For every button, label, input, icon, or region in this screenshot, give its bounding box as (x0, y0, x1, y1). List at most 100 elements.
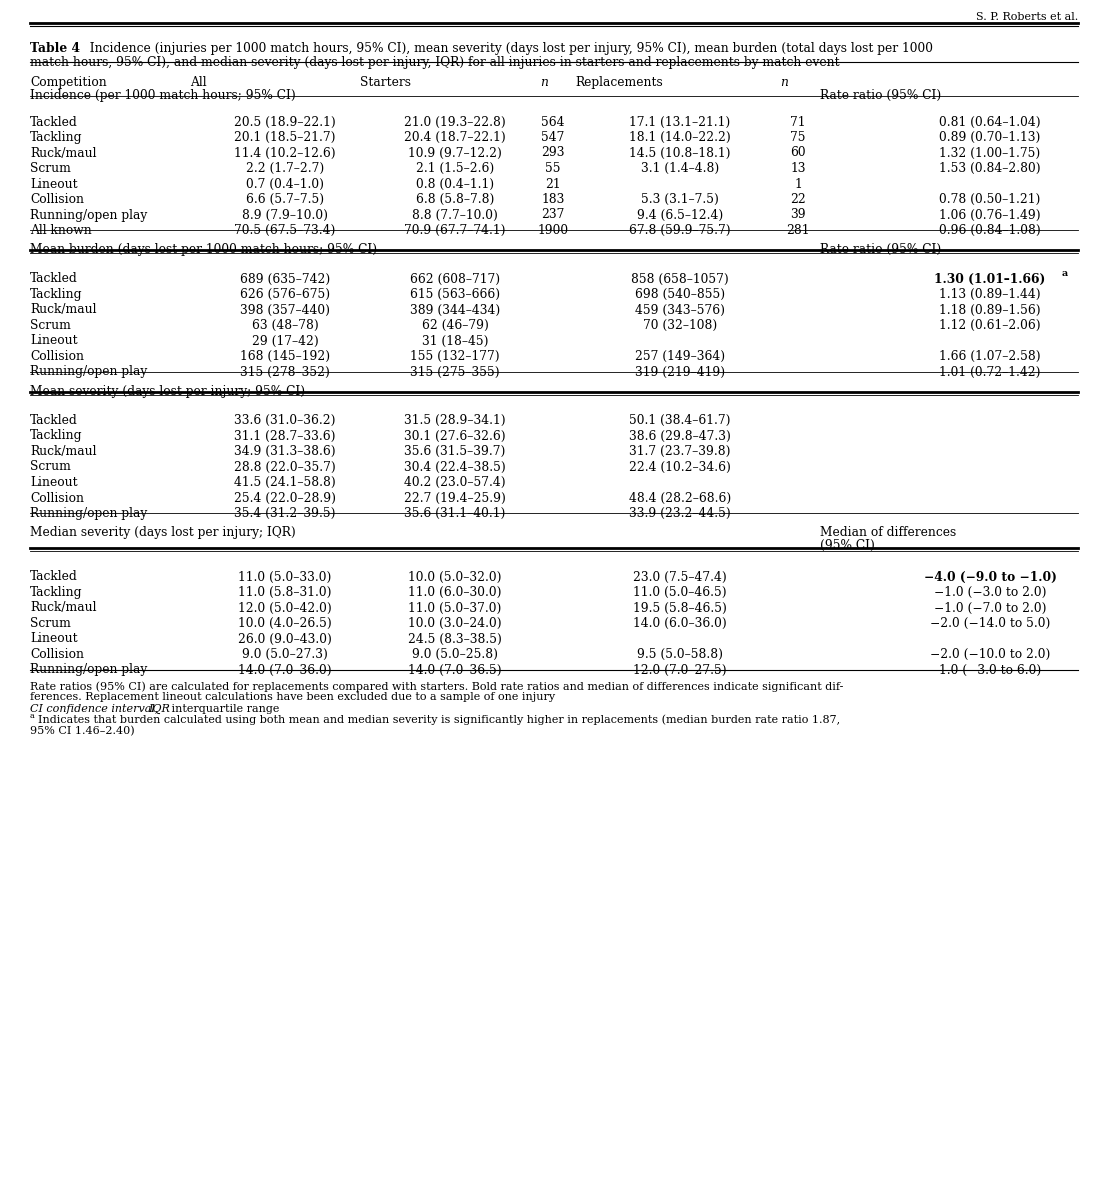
Text: Starters: Starters (360, 76, 411, 89)
Text: All known: All known (30, 224, 92, 236)
Text: Tackling: Tackling (30, 586, 83, 599)
Text: 9.0 (5.0–27.3): 9.0 (5.0–27.3) (242, 648, 328, 661)
Text: 40.2 (23.0–57.4): 40.2 (23.0–57.4) (404, 476, 506, 490)
Text: −4.0 (−9.0 to −1.0): −4.0 (−9.0 to −1.0) (923, 570, 1057, 583)
Text: 41.5 (24.1–58.8): 41.5 (24.1–58.8) (234, 476, 336, 490)
Text: Tackling: Tackling (30, 430, 83, 443)
Text: 564: 564 (542, 115, 565, 128)
Text: Lineout: Lineout (30, 178, 77, 191)
Text: 1.12 (0.61–2.06): 1.12 (0.61–2.06) (939, 319, 1041, 332)
Text: Ruck/maul: Ruck/maul (30, 445, 96, 458)
Text: 1.0 (−3.0 to 6.0): 1.0 (−3.0 to 6.0) (939, 664, 1041, 677)
Text: 20.1 (18.5–21.7): 20.1 (18.5–21.7) (234, 131, 335, 144)
Text: 18.1 (14.0–22.2): 18.1 (14.0–22.2) (629, 131, 731, 144)
Text: 22.7 (19.4–25.9): 22.7 (19.4–25.9) (404, 492, 506, 504)
Text: 11.0 (5.0–46.5): 11.0 (5.0–46.5) (633, 586, 727, 599)
Text: 11.0 (5.0–33.0): 11.0 (5.0–33.0) (238, 570, 332, 583)
Text: Collision: Collision (30, 492, 84, 504)
Text: 168 (145–192): 168 (145–192) (240, 350, 330, 362)
Text: Tackled: Tackled (30, 570, 77, 583)
Text: Running/open play: Running/open play (30, 506, 147, 520)
Text: 5.3 (3.1–7.5): 5.3 (3.1–7.5) (641, 193, 719, 206)
Text: 13: 13 (790, 162, 806, 175)
Text: 1.18 (0.89–1.56): 1.18 (0.89–1.56) (939, 304, 1041, 317)
Text: Tackled: Tackled (30, 272, 77, 286)
Text: 14.0 (6.0–36.0): 14.0 (6.0–36.0) (633, 617, 727, 630)
Text: 19.5 (5.8–46.5): 19.5 (5.8–46.5) (633, 601, 727, 614)
Text: 1.01 (0.72–1.42): 1.01 (0.72–1.42) (940, 366, 1041, 378)
Text: 398 (357–440): 398 (357–440) (240, 304, 330, 317)
Text: Rate ratio (95% CI): Rate ratio (95% CI) (820, 89, 941, 102)
Text: n: n (780, 76, 788, 89)
Text: 1.53 (0.84–2.80): 1.53 (0.84–2.80) (939, 162, 1041, 175)
Text: 25.4 (22.0–28.9): 25.4 (22.0–28.9) (234, 492, 336, 504)
Text: Collision: Collision (30, 350, 84, 362)
Text: 6.6 (5.7–7.5): 6.6 (5.7–7.5) (246, 193, 324, 206)
Text: 12.0 (5.0–42.0): 12.0 (5.0–42.0) (238, 601, 332, 614)
Text: 9.5 (5.0–58.8): 9.5 (5.0–58.8) (638, 648, 722, 661)
Text: Lineout: Lineout (30, 335, 77, 348)
Text: 9.4 (6.5–12.4): 9.4 (6.5–12.4) (636, 209, 724, 222)
Text: 10.0 (4.0–26.5): 10.0 (4.0–26.5) (238, 617, 332, 630)
Text: 26.0 (9.0–43.0): 26.0 (9.0–43.0) (238, 632, 332, 646)
Text: 31.5 (28.9–34.1): 31.5 (28.9–34.1) (404, 414, 506, 427)
Text: 71: 71 (790, 115, 806, 128)
Text: 3.1 (1.4–4.8): 3.1 (1.4–4.8) (641, 162, 719, 175)
Text: 31.7 (23.7–39.8): 31.7 (23.7–39.8) (629, 445, 731, 458)
Text: 10.0 (5.0–32.0): 10.0 (5.0–32.0) (408, 570, 502, 583)
Text: Median of differences: Median of differences (820, 526, 956, 539)
Text: Rate ratio (95% CI): Rate ratio (95% CI) (820, 242, 941, 256)
Text: 0.96 (0.84–1.08): 0.96 (0.84–1.08) (939, 224, 1041, 236)
Text: Tackled: Tackled (30, 414, 77, 427)
Text: 8.8 (7.7–10.0): 8.8 (7.7–10.0) (413, 209, 497, 222)
Text: 10.9 (9.7–12.2): 10.9 (9.7–12.2) (408, 146, 502, 160)
Text: 70.9 (67.7–74.1): 70.9 (67.7–74.1) (405, 224, 506, 236)
Text: 70 (32–108): 70 (32–108) (643, 319, 717, 332)
Text: 1.32 (1.00–1.75): 1.32 (1.00–1.75) (940, 146, 1040, 160)
Text: 33.9 (23.2–44.5): 33.9 (23.2–44.5) (629, 506, 731, 520)
Text: n: n (540, 76, 548, 89)
Text: a: a (30, 712, 35, 720)
Text: 30.4 (22.4–38.5): 30.4 (22.4–38.5) (404, 461, 506, 474)
Text: 11.0 (5.0–37.0): 11.0 (5.0–37.0) (408, 601, 502, 614)
Text: Incidence (per 1000 match hours; 95% CI): Incidence (per 1000 match hours; 95% CI) (30, 89, 296, 102)
Text: 1: 1 (794, 178, 802, 191)
Text: 11.0 (6.0–30.0): 11.0 (6.0–30.0) (408, 586, 502, 599)
Text: 35.6 (31.1–40.1): 35.6 (31.1–40.1) (405, 506, 505, 520)
Text: 155 (132–177): 155 (132–177) (410, 350, 500, 362)
Text: Scrum: Scrum (30, 319, 71, 332)
Text: 67.8 (59.9–75.7): 67.8 (59.9–75.7) (629, 224, 731, 236)
Text: 31.1 (28.7–33.6): 31.1 (28.7–33.6) (234, 430, 335, 443)
Text: 0.7 (0.4–1.0): 0.7 (0.4–1.0) (246, 178, 324, 191)
Text: 14.5 (10.8–18.1): 14.5 (10.8–18.1) (629, 146, 731, 160)
Text: 63 (48–78): 63 (48–78) (251, 319, 319, 332)
Text: (95% CI): (95% CI) (820, 539, 875, 552)
Text: 11.4 (10.2–12.6): 11.4 (10.2–12.6) (234, 146, 335, 160)
Text: 38.6 (29.8–47.3): 38.6 (29.8–47.3) (629, 430, 731, 443)
Text: Scrum: Scrum (30, 461, 71, 474)
Text: 1.13 (0.89–1.44): 1.13 (0.89–1.44) (939, 288, 1041, 301)
Text: 70.5 (67.5–73.4): 70.5 (67.5–73.4) (234, 224, 335, 236)
Text: 20.4 (18.7–22.1): 20.4 (18.7–22.1) (404, 131, 506, 144)
Text: Rate ratios (95% CI) are calculated for replacements compared with starters. Bol: Rate ratios (95% CI) are calculated for … (30, 682, 844, 692)
Text: 1.66 (1.07–2.58): 1.66 (1.07–2.58) (939, 350, 1041, 362)
Text: −1.0 (−7.0 to 2.0): −1.0 (−7.0 to 2.0) (934, 601, 1047, 614)
Text: Ruck/maul: Ruck/maul (30, 601, 96, 614)
Text: 12.0 (7.0–27.5): 12.0 (7.0–27.5) (633, 664, 727, 677)
Text: 17.1 (13.1–21.1): 17.1 (13.1–21.1) (630, 115, 730, 128)
Text: match hours, 95% CI), and median severity (days lost per injury, IQR) for all in: match hours, 95% CI), and median severit… (30, 56, 839, 68)
Text: 30.1 (27.6–32.6): 30.1 (27.6–32.6) (404, 430, 506, 443)
Text: 615 (563–666): 615 (563–666) (410, 288, 500, 301)
Text: Running/open play: Running/open play (30, 209, 147, 222)
Text: 547: 547 (542, 131, 565, 144)
Text: 75: 75 (790, 131, 806, 144)
Text: 1900: 1900 (537, 224, 568, 236)
Text: 1.06 (0.76–1.49): 1.06 (0.76–1.49) (939, 209, 1041, 222)
Text: 22.4 (10.2–34.6): 22.4 (10.2–34.6) (629, 461, 731, 474)
Text: Tackling: Tackling (30, 288, 83, 301)
Text: Incidence (injuries per 1000 match hours, 95% CI), mean severity (days lost per : Incidence (injuries per 1000 match hours… (82, 42, 933, 55)
Text: 2.1 (1.5–2.6): 2.1 (1.5–2.6) (416, 162, 494, 175)
Text: 28.8 (22.0–35.7): 28.8 (22.0–35.7) (234, 461, 336, 474)
Text: 689 (635–742): 689 (635–742) (239, 272, 330, 286)
Text: Indicates that burden calculated using both mean and median severity is signific: Indicates that burden calculated using b… (38, 714, 840, 725)
